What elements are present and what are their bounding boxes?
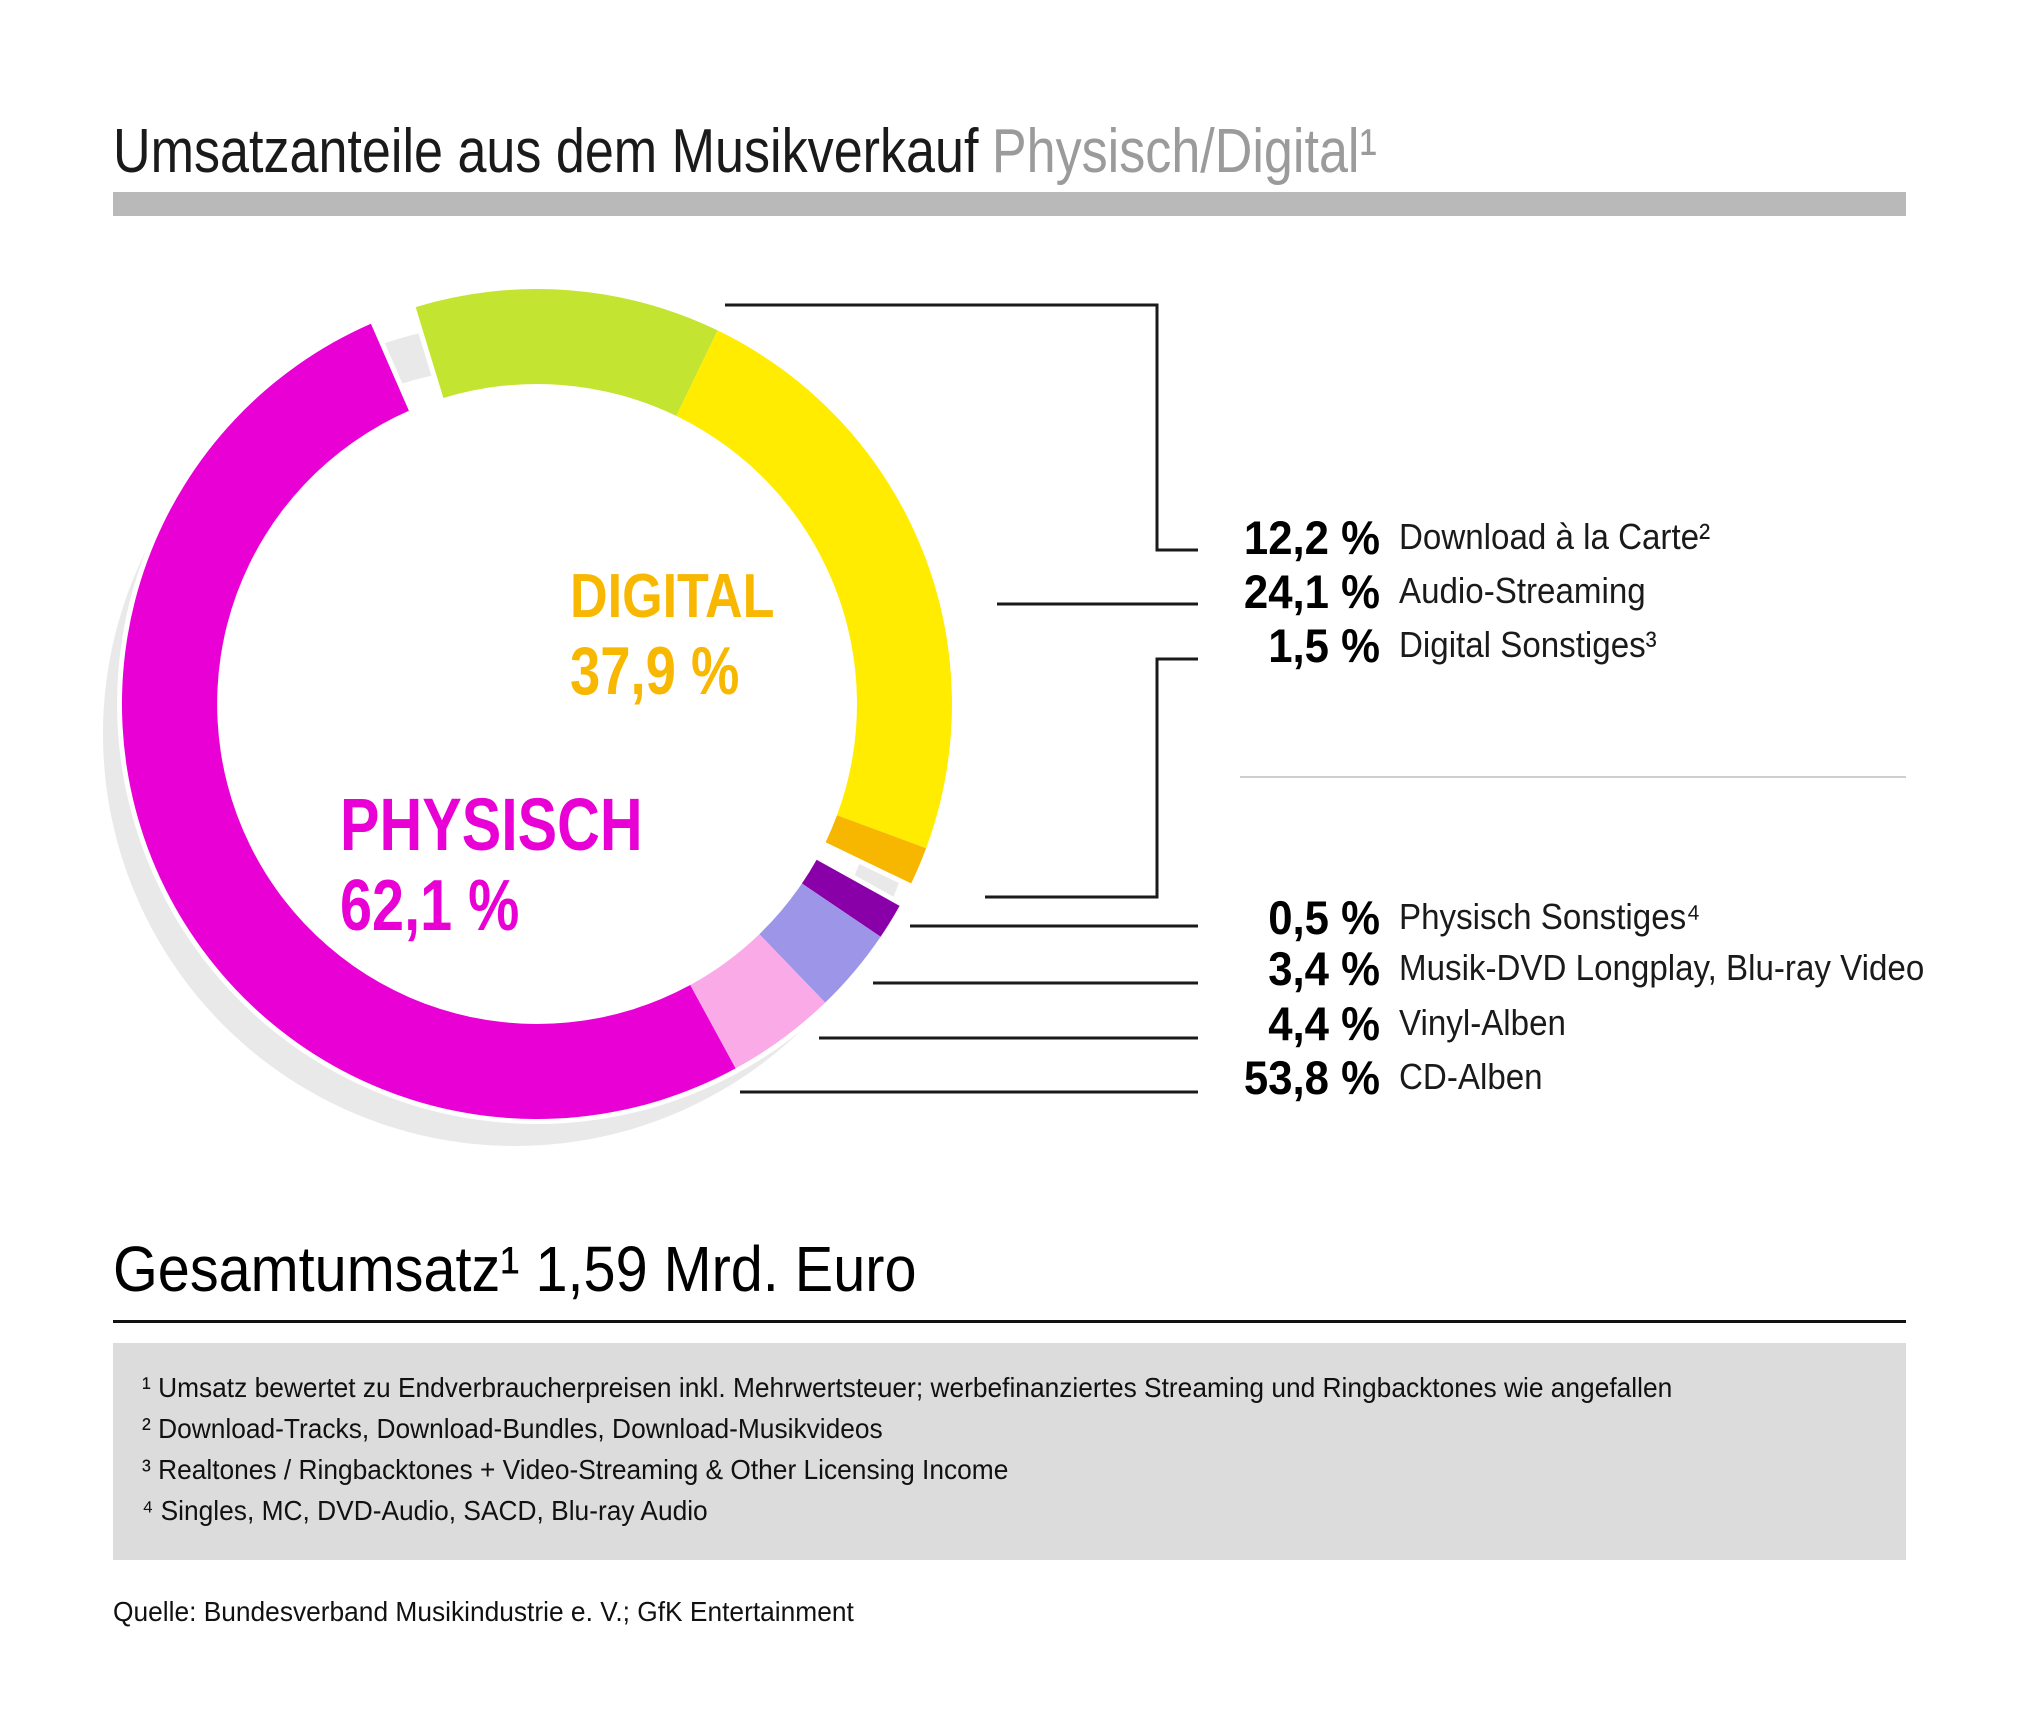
legend-value: 24,1 % — [1243, 564, 1380, 618]
page-title: Umsatzanteile aus dem Musikverkauf Physis… — [113, 116, 1377, 187]
source-line: Quelle: Bundesverband Musikindustrie e. … — [113, 1596, 854, 1627]
donut-segment — [121, 323, 736, 1120]
physisch-group-share: 62,1 % — [340, 866, 520, 946]
physisch-group-label: PHYSISCH 62,1 % — [340, 783, 718, 946]
title-subtitle: Physisch/Digital¹ — [991, 117, 1377, 186]
legend-row: 0,5 % Physisch Sonstiges⁴ — [1205, 890, 2015, 944]
leader-line-download-a-la-carte — [725, 303, 1198, 552]
legend-value: 53,8 % — [1243, 1050, 1380, 1104]
donut-segment — [676, 330, 952, 849]
footnote-line-1: ¹ Umsatz bewertet zu Endverbraucherpreis… — [142, 1372, 1673, 1403]
legend-label: Physisch Sonstiges⁴ — [1399, 896, 1701, 937]
total-underline-rule — [113, 1320, 1906, 1323]
legend-value: 12,2 % — [1243, 510, 1380, 564]
donut-segment — [690, 934, 826, 1069]
legend-row: 1,5 % Digital Sonstiges³ — [1205, 618, 2015, 672]
footnote-box: ¹ Umsatz bewertet zu Endverbraucherpreis… — [113, 1343, 1906, 1560]
legend-label: CD-Alben — [1399, 1056, 1543, 1097]
donut-segment — [759, 883, 881, 1003]
title-underline-bar — [113, 192, 1906, 216]
legend-row: 3,4 % Musik-DVD Longplay, Blu-ray Video — [1205, 941, 2015, 995]
total-revenue-title: Gesamtumsatz¹ 1,59 Mrd. Euro — [113, 1233, 917, 1305]
legend-value: 4,4 % — [1268, 996, 1380, 1050]
legend-row: 12,2 % Download à la Carte² — [1205, 510, 2015, 564]
legend-label: Audio-Streaming — [1399, 570, 1646, 611]
legend-row: 4,4 % Vinyl-Alben — [1205, 996, 2015, 1050]
footnote-lines: ¹ Umsatz bewertet zu Endverbraucherpreis… — [142, 1367, 1770, 1531]
legend-group-divider — [1240, 776, 1906, 778]
donut-segment — [415, 289, 718, 416]
donut-segment — [825, 815, 927, 884]
digital-group-label: DIGITAL 37,9 % — [570, 562, 813, 709]
legend-value: 3,4 % — [1268, 941, 1380, 995]
legend-row: 24,1 % Audio-Streaming — [1205, 564, 2015, 618]
legend-label: Vinyl-Alben — [1399, 1002, 1566, 1043]
legend-row: 53,8 % CD-Alben — [1205, 1050, 2015, 1104]
footnote-line-3: ³ Realtones / Ringbacktones + Video-Stre… — [142, 1454, 1009, 1485]
digital-group-share: 37,9 % — [570, 633, 740, 709]
legend-label: Musik-DVD Longplay, Blu-ray Video — [1399, 947, 1925, 988]
leader-line-digital-sonstiges — [985, 657, 1198, 899]
physisch-group-name: PHYSISCH — [340, 783, 643, 866]
legend-value: 1,5 % — [1268, 618, 1380, 672]
footnote-line-2: ² Download-Tracks, Download-Bundles, Dow… — [142, 1413, 883, 1444]
legend-label: Digital Sonstiges³ — [1399, 624, 1657, 665]
footnote-line-4: ⁴ Singles, MC, DVD-Audio, SACD, Blu-ray … — [142, 1495, 708, 1526]
donut-segment — [801, 859, 900, 937]
digital-group-name: DIGITAL — [570, 562, 775, 631]
title-main: Umsatzanteile aus dem Musikverkauf — [113, 117, 979, 186]
legend-label: Download à la Carte² — [1399, 516, 1711, 557]
legend-value: 0,5 % — [1268, 890, 1380, 944]
